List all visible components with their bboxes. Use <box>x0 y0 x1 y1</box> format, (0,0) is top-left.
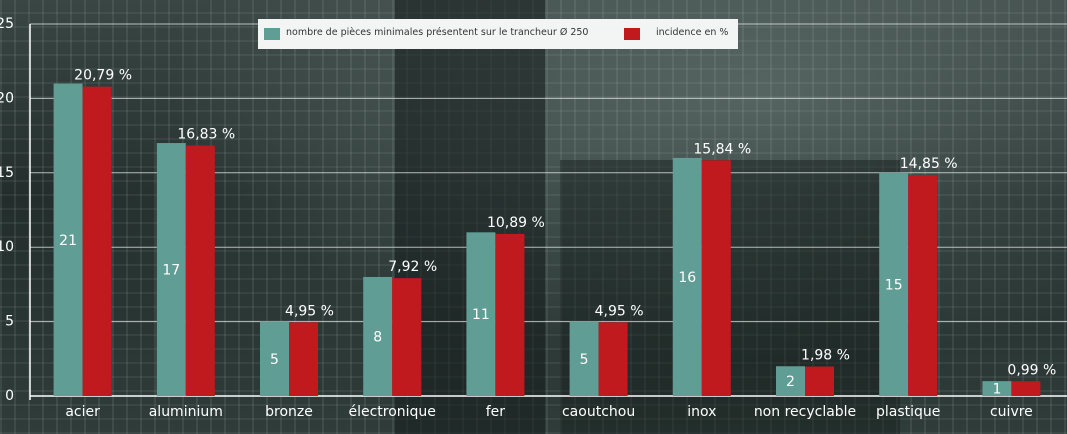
data-label-count: 2 <box>786 374 795 390</box>
y-tick-label: 5 <box>5 314 14 330</box>
data-label-count: 15 <box>885 277 903 293</box>
x-tick-label: bronze <box>265 404 313 420</box>
x-tick-label: électronique <box>348 404 435 420</box>
bar-percent <box>495 233 525 396</box>
data-label-percent: 7,92 % <box>388 259 437 275</box>
bar-percent <box>598 322 628 396</box>
legend-label-count: nombre de pièces minimales présentent su… <box>286 27 589 38</box>
bar-count <box>466 232 496 396</box>
bar-count <box>260 321 289 396</box>
data-label-percent: 0,99 % <box>1007 362 1056 378</box>
data-label-count: 1 <box>992 382 1001 398</box>
bar-count <box>363 276 393 396</box>
data-label-percent: 14,85 % <box>900 156 958 172</box>
bar-percent <box>701 160 731 396</box>
data-label-percent: 20,79 % <box>74 68 132 84</box>
legend-swatch-count <box>264 28 280 40</box>
x-tick-label: non recyclable <box>754 404 856 420</box>
legend-swatch-percent <box>624 28 640 40</box>
data-label-percent: 16,83 % <box>177 127 235 143</box>
x-tick-label: fer <box>486 404 506 420</box>
y-tick-label: 0 <box>5 388 14 404</box>
data-label-count: 16 <box>678 270 696 286</box>
data-label-percent: 1,98 % <box>801 348 850 364</box>
y-tick-label: 10 <box>0 239 14 255</box>
bar-count <box>53 83 83 397</box>
bar-percent <box>289 322 318 396</box>
legend-label-percent: incidence en % <box>656 27 729 38</box>
bar-count <box>982 381 1012 396</box>
x-tick-label: cuivre <box>990 404 1033 420</box>
bar-count <box>672 157 702 396</box>
data-label-count: 8 <box>373 329 382 345</box>
bar-percent <box>1011 381 1041 396</box>
bar-percent <box>392 278 422 396</box>
data-label-count: 17 <box>162 263 180 279</box>
x-tick-label: aluminium <box>149 404 223 420</box>
x-tick-label: inox <box>687 404 716 420</box>
data-label-percent: 4,95 % <box>285 303 334 319</box>
bar-count <box>156 143 186 396</box>
bar-percent <box>805 366 834 396</box>
data-label-count: 5 <box>580 352 589 368</box>
bar-percent <box>908 175 938 396</box>
y-tick-label: 15 <box>0 165 14 181</box>
y-tick-label: 25 <box>0 16 14 32</box>
data-label-percent: 15,84 % <box>693 141 751 157</box>
bar-count <box>569 321 599 396</box>
data-label-count: 11 <box>472 307 490 323</box>
x-tick-label: acier <box>65 404 100 420</box>
y-tick-label: 20 <box>0 90 14 106</box>
legend: nombre de pièces minimales présentent su… <box>258 19 738 49</box>
x-tick-label: plastique <box>876 404 940 420</box>
bar-percent <box>185 145 215 396</box>
data-label-percent: 10,89 % <box>487 215 545 231</box>
bar-count <box>776 366 805 396</box>
data-label-percent: 4,95 % <box>595 303 644 319</box>
data-label-count: 5 <box>270 352 279 368</box>
data-label-count: 21 <box>59 233 77 249</box>
x-tick-label: caoutchou <box>562 404 635 420</box>
bar-percent <box>82 86 112 396</box>
bar-count <box>879 172 909 396</box>
